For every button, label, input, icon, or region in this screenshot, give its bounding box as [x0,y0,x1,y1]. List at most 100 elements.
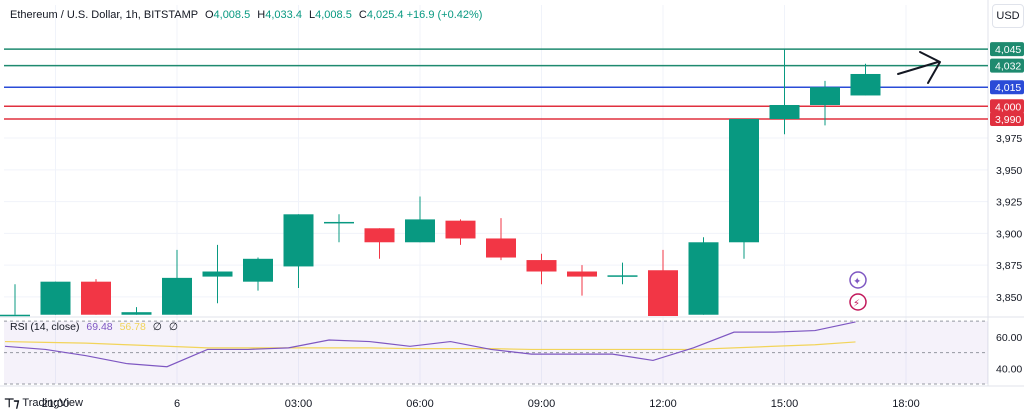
time-tick-label: 18:00 [892,398,920,410]
sparkle-badge-icon [849,271,867,289]
candle [40,281,71,315]
price-tick-label: 3,900 [996,228,1022,240]
time-tick-label: 06:00 [406,398,434,410]
close-value: 4,025.4 [366,9,404,21]
candle [81,279,111,315]
candle-body [0,314,30,317]
candle [243,257,273,291]
low-value: 4,008.5 [315,9,352,21]
level-tag [990,80,1024,95]
price-tick-label: 3,925 [996,197,1022,209]
rsi-ma-value: 56.78 [119,321,146,333]
price-tick-label: 3,975 [996,133,1022,145]
flash-badge-icon [849,293,867,311]
candle-body [607,275,638,277]
candle-body [729,118,759,243]
candle-body [202,271,233,277]
level-tag-label: 4,045 [995,44,1021,56]
candle-body [81,281,111,315]
level-tag-label: 4,000 [995,101,1021,113]
symbol-header: Ethereum / U.S. Dollar, 1h, BITSTAMP O4,… [10,9,482,21]
rsi-title[interactable]: RSI (14, close) [10,321,80,333]
candle-body [567,271,597,277]
candle-body [769,104,800,119]
candle [202,244,233,304]
candle-body [121,312,152,315]
time-tick-label: 09:00 [528,398,556,410]
brand-name: TradingView [22,397,83,409]
high-value: 4,033.4 [265,9,302,21]
level-tag-label: 3,990 [995,114,1021,126]
rsi-ma-line [4,340,856,351]
candle-body [526,260,557,272]
arrow-head [919,51,941,84]
time-tick-label: 6 [174,398,180,410]
candle [648,249,678,316]
change-value: +16.9 (+0.42%) [406,9,483,21]
low-label: L [309,9,316,21]
candle-body [688,242,719,315]
level-tag [990,42,1024,57]
candle [162,249,192,315]
candle [405,196,435,243]
sparkle-glyph: ✦ [853,277,861,288]
candle-body [162,277,192,315]
candle-body [810,87,840,105]
candle-body [324,221,354,224]
candle [769,49,800,135]
candle-body [364,228,395,243]
candle [729,118,759,259]
candle-body [486,238,516,258]
high-label: H [257,9,266,21]
price-tick-label: 3,950 [996,165,1022,177]
candle [850,63,881,96]
price-tick-label: 3,850 [996,292,1022,304]
candle [486,218,516,261]
arrow-shaft [897,61,939,75]
flash-glyph: ⚡ [853,299,860,310]
candle-body [648,270,678,316]
rsi-tick-label: 40.00 [996,363,1022,375]
price-tick-label: 3,875 [996,260,1022,272]
time-tick-label: 21:00 [42,398,70,410]
candle [688,237,719,315]
candle [364,228,395,259]
candle [607,262,638,285]
open-value: 4,008.5 [213,9,251,21]
candle [810,80,840,126]
candle-body [243,258,273,282]
candle [567,265,597,296]
candle [0,284,30,317]
candle-body [850,73,881,96]
candle [445,219,476,245]
time-tick-label: 15:00 [771,398,799,410]
level-tag [990,99,1024,114]
rsi-value: 69.48 [86,321,113,333]
candle [121,307,152,315]
arrow-annotation [897,51,941,84]
currency-button[interactable]: USD [992,4,1024,28]
open-label: O [204,9,214,21]
candle-body [405,219,435,243]
level-tag [990,58,1024,73]
symbol-title: Ethereum / U.S. Dollar, 1h, BITSTAMP [10,9,198,21]
candle-body [283,214,314,267]
candle [324,214,354,243]
rsi-extra-1: ∅ [152,321,162,333]
brand: ⊤⁊ TradingView [4,396,83,410]
candle [526,253,557,285]
candle [283,214,314,289]
rsi-tick-label: 60.00 [996,332,1022,344]
level-tag-label: 4,015 [995,82,1021,94]
level-tag-label: 4,032 [995,61,1021,73]
level-tag [990,111,1024,126]
rsi-header: RSI (14, close) 69.48 56.78 ∅ ∅ [10,321,178,333]
candle-body [40,281,71,315]
close-label: C [358,9,367,21]
time-tick-label: 03:00 [285,398,313,410]
candle-body [445,220,476,239]
rsi-extra-2: ∅ [168,321,179,333]
tradingview-logo-icon: ⊤⁊ [4,396,19,410]
time-tick-label: 12:00 [649,398,677,410]
